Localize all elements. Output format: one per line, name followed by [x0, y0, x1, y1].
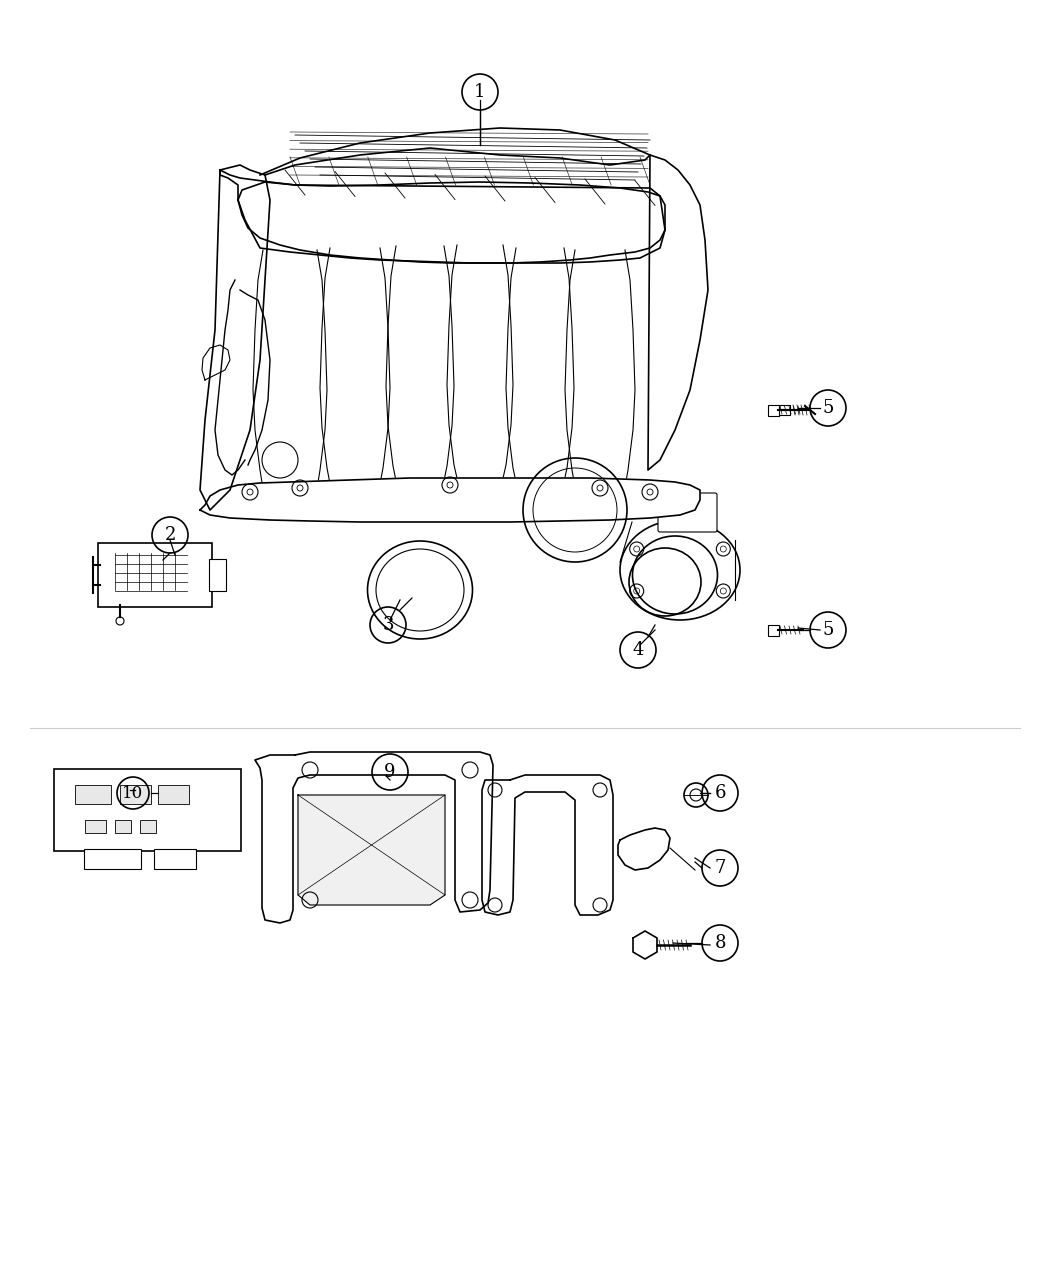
Polygon shape — [482, 775, 613, 915]
Text: 8: 8 — [714, 935, 726, 952]
Text: 10: 10 — [123, 784, 144, 802]
Text: 9: 9 — [384, 762, 396, 782]
FancyBboxPatch shape — [84, 820, 105, 833]
Text: 5: 5 — [822, 621, 834, 639]
FancyBboxPatch shape — [84, 849, 141, 870]
FancyBboxPatch shape — [768, 625, 778, 635]
Text: 7: 7 — [714, 859, 726, 877]
FancyBboxPatch shape — [658, 493, 717, 532]
FancyBboxPatch shape — [114, 820, 130, 833]
Text: 4: 4 — [632, 641, 644, 659]
FancyBboxPatch shape — [209, 558, 226, 592]
Text: 1: 1 — [475, 83, 486, 101]
FancyBboxPatch shape — [768, 404, 778, 416]
Text: 2: 2 — [164, 527, 175, 544]
FancyBboxPatch shape — [75, 784, 110, 803]
FancyBboxPatch shape — [98, 543, 212, 607]
Polygon shape — [298, 796, 445, 905]
FancyBboxPatch shape — [778, 405, 790, 414]
FancyBboxPatch shape — [140, 820, 155, 833]
FancyBboxPatch shape — [158, 784, 189, 803]
FancyBboxPatch shape — [54, 769, 242, 850]
Polygon shape — [255, 752, 494, 923]
Text: 3: 3 — [382, 616, 394, 634]
Text: 6: 6 — [714, 784, 726, 802]
Polygon shape — [200, 478, 700, 521]
Text: 5: 5 — [822, 399, 834, 417]
FancyBboxPatch shape — [154, 849, 196, 870]
FancyBboxPatch shape — [120, 784, 150, 803]
